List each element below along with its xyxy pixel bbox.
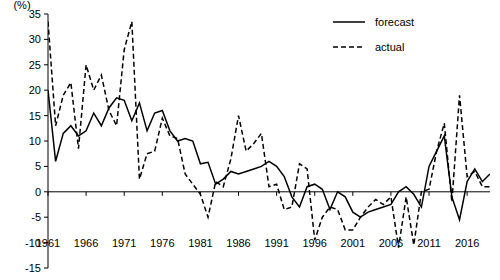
y-tick xyxy=(44,191,48,192)
y-tick-label: 20 xyxy=(29,84,41,96)
y-tick-label: -15 xyxy=(25,262,41,274)
y-tick-label: 0 xyxy=(35,186,41,198)
x-tick-label: 2016 xyxy=(455,237,479,249)
y-tick xyxy=(44,268,48,269)
legend: forecast actual xyxy=(333,16,414,53)
y-tick-label: 5 xyxy=(35,160,41,172)
y-tick xyxy=(44,141,48,142)
legend-swatch xyxy=(333,21,365,23)
x-tick-label: 1966 xyxy=(74,237,98,249)
y-tick-label: -5 xyxy=(31,211,41,223)
x-tick xyxy=(238,192,239,196)
series-line xyxy=(48,22,490,248)
legend-label: actual xyxy=(375,41,404,53)
y-tick xyxy=(44,166,48,167)
x-tick xyxy=(314,192,315,196)
y-tick xyxy=(44,39,48,40)
y-tick xyxy=(44,115,48,116)
plot-area xyxy=(48,22,490,248)
x-tick-label: 1961 xyxy=(36,237,60,249)
x-tick xyxy=(352,192,353,196)
y-tick xyxy=(44,90,48,91)
legend-swatch xyxy=(333,46,365,48)
x-tick-label: 2011 xyxy=(417,237,441,249)
y-tick-label: 10 xyxy=(29,135,41,147)
x-tick-label: 2001 xyxy=(341,237,365,249)
x-tick-label: 1976 xyxy=(150,237,174,249)
x-tick xyxy=(162,192,163,196)
x-tick xyxy=(390,192,391,196)
chart: (%)-15-10-505101520253035196119661971197… xyxy=(0,0,500,280)
series-line xyxy=(48,90,490,220)
y-tick-label: 30 xyxy=(29,33,41,45)
x-tick-label: 1971 xyxy=(112,237,136,249)
y-tick-label: 25 xyxy=(29,59,41,71)
x-tick xyxy=(48,192,49,196)
x-tick-label: 1981 xyxy=(188,237,212,249)
y-tick-label: 15 xyxy=(29,110,41,122)
y-tick xyxy=(44,14,48,15)
x-tick xyxy=(124,192,125,196)
x-tick xyxy=(276,192,277,196)
x-tick xyxy=(429,192,430,196)
x-tick xyxy=(467,192,468,196)
x-tick-label: 1991 xyxy=(264,237,288,249)
x-tick-label: 1986 xyxy=(226,237,250,249)
legend-label: forecast xyxy=(375,16,414,28)
y-tick-label: 35 xyxy=(29,8,41,20)
y-tick xyxy=(44,64,48,65)
x-tick xyxy=(86,192,87,196)
y-tick xyxy=(44,217,48,218)
